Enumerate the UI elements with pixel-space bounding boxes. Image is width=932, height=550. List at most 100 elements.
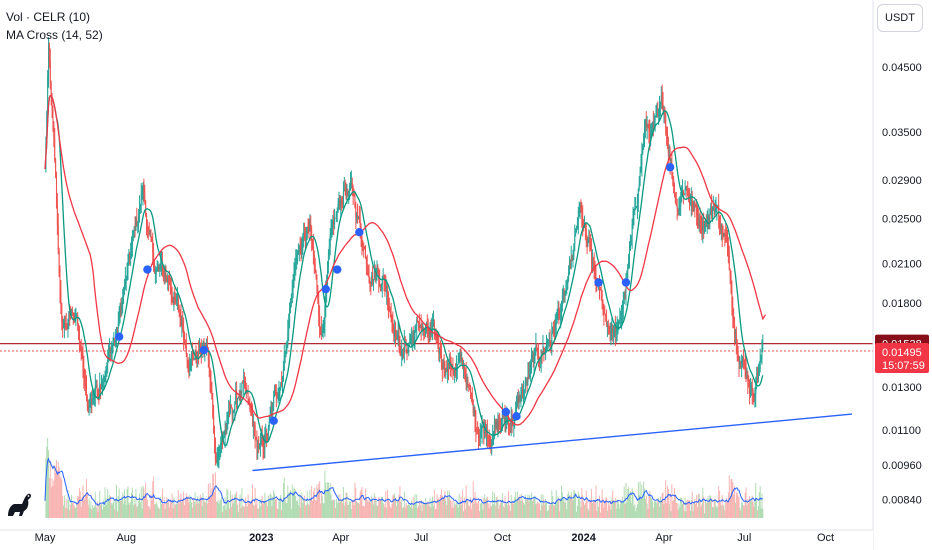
candle-body[interactable] [177, 299, 179, 307]
candle-body[interactable] [569, 262, 571, 268]
candle-body[interactable] [512, 422, 514, 426]
candle-body[interactable] [277, 396, 279, 398]
candle-body[interactable] [402, 349, 404, 352]
candle-body[interactable] [123, 285, 125, 295]
candle-body[interactable] [749, 389, 751, 394]
candle-body[interactable] [104, 372, 106, 382]
candle-body[interactable] [111, 347, 113, 350]
candle-body[interactable] [707, 215, 709, 223]
candle-body[interactable] [634, 207, 636, 210]
candle-body[interactable] [139, 205, 141, 207]
candle-body[interactable] [173, 297, 175, 303]
candle-body[interactable] [306, 229, 308, 238]
candle-body[interactable] [696, 216, 698, 218]
candle-body[interactable] [123, 294, 125, 297]
candle-body[interactable] [549, 340, 551, 342]
candle-body[interactable] [62, 321, 64, 328]
candle-body[interactable] [241, 382, 243, 393]
candle-body[interactable] [193, 358, 195, 360]
candle-body[interactable] [490, 442, 492, 446]
ma-cross-marker[interactable] [114, 332, 124, 341]
candle-body[interactable] [715, 208, 717, 211]
candle-body[interactable] [644, 126, 646, 137]
candle-body[interactable] [589, 241, 591, 245]
candle-body[interactable] [451, 368, 453, 370]
candle-body[interactable] [483, 425, 485, 434]
candle-body[interactable] [679, 205, 681, 207]
candle-body[interactable] [357, 217, 359, 220]
candle-body[interactable] [554, 325, 556, 332]
candle-body[interactable] [588, 241, 590, 243]
candle-body[interactable] [159, 268, 161, 270]
candle-body[interactable] [581, 206, 583, 218]
candle-body[interactable] [355, 206, 357, 218]
candle-body[interactable] [420, 325, 422, 330]
candle-body[interactable] [47, 76, 49, 113]
candle-body[interactable] [218, 454, 220, 456]
candle-body[interactable] [64, 323, 66, 325]
candle-body[interactable] [493, 432, 495, 436]
candle-body[interactable] [323, 324, 325, 329]
candle-body[interactable] [60, 290, 62, 306]
candle-body[interactable] [233, 411, 235, 413]
candle-body[interactable] [272, 403, 274, 412]
candle-body[interactable] [132, 233, 134, 238]
candle-body[interactable] [646, 124, 648, 127]
candle-body[interactable] [222, 437, 224, 440]
candle-body[interactable] [423, 327, 425, 330]
candle-body[interactable] [143, 184, 145, 194]
candle-body[interactable] [356, 214, 358, 218]
candle-body[interactable] [229, 411, 231, 413]
candle-body[interactable] [63, 327, 65, 329]
candle-body[interactable] [406, 350, 408, 351]
candle-body[interactable] [708, 215, 710, 219]
candle-body[interactable] [503, 416, 505, 418]
candle-body[interactable] [128, 256, 130, 259]
candle-body[interactable] [348, 192, 350, 194]
candle-body[interactable] [236, 392, 238, 400]
candle-body[interactable] [614, 325, 616, 333]
candle-body[interactable] [279, 388, 281, 394]
candle-body[interactable] [339, 201, 341, 207]
candle-body[interactable] [762, 347, 764, 348]
candle-body[interactable] [133, 227, 135, 234]
candle-body[interactable] [413, 339, 415, 343]
candle-body[interactable] [207, 348, 209, 361]
candle-body[interactable] [184, 340, 186, 341]
candle-body[interactable] [119, 306, 121, 313]
candle-body[interactable] [639, 170, 641, 184]
candle-body[interactable] [327, 256, 329, 268]
candle-body[interactable] [86, 400, 88, 408]
candle-body[interactable] [87, 407, 89, 412]
candle-body[interactable] [51, 95, 53, 111]
candle-body[interactable] [631, 224, 633, 237]
candle-body[interactable] [736, 341, 738, 351]
candle-body[interactable] [595, 272, 597, 284]
candle-body[interactable] [683, 193, 685, 195]
candle-body[interactable] [126, 269, 128, 279]
candle-body[interactable] [537, 348, 539, 354]
candle-body[interactable] [465, 372, 467, 385]
candle-body[interactable] [705, 221, 707, 227]
candle-body[interactable] [462, 358, 464, 367]
candle-body[interactable] [285, 351, 287, 353]
candle-body[interactable] [689, 203, 691, 205]
candle-body[interactable] [662, 103, 664, 111]
candle-body[interactable] [85, 379, 87, 386]
candle-body[interactable] [734, 323, 736, 334]
candle-body[interactable] [685, 189, 687, 190]
candle-body[interactable] [547, 341, 549, 343]
candle-body[interactable] [208, 360, 210, 369]
candle-body[interactable] [342, 202, 344, 204]
candle-body[interactable] [187, 361, 189, 369]
candle-body[interactable] [725, 234, 727, 237]
candle-body[interactable] [403, 342, 405, 351]
candle-body[interactable] [472, 399, 474, 413]
candle-body[interactable] [267, 426, 269, 436]
candle-body[interactable] [305, 237, 307, 242]
candle-body[interactable] [568, 272, 570, 280]
candle-body[interactable] [78, 328, 80, 342]
candle-body[interactable] [168, 281, 170, 285]
candle-body[interactable] [409, 343, 411, 345]
candle-body[interactable] [120, 306, 122, 311]
